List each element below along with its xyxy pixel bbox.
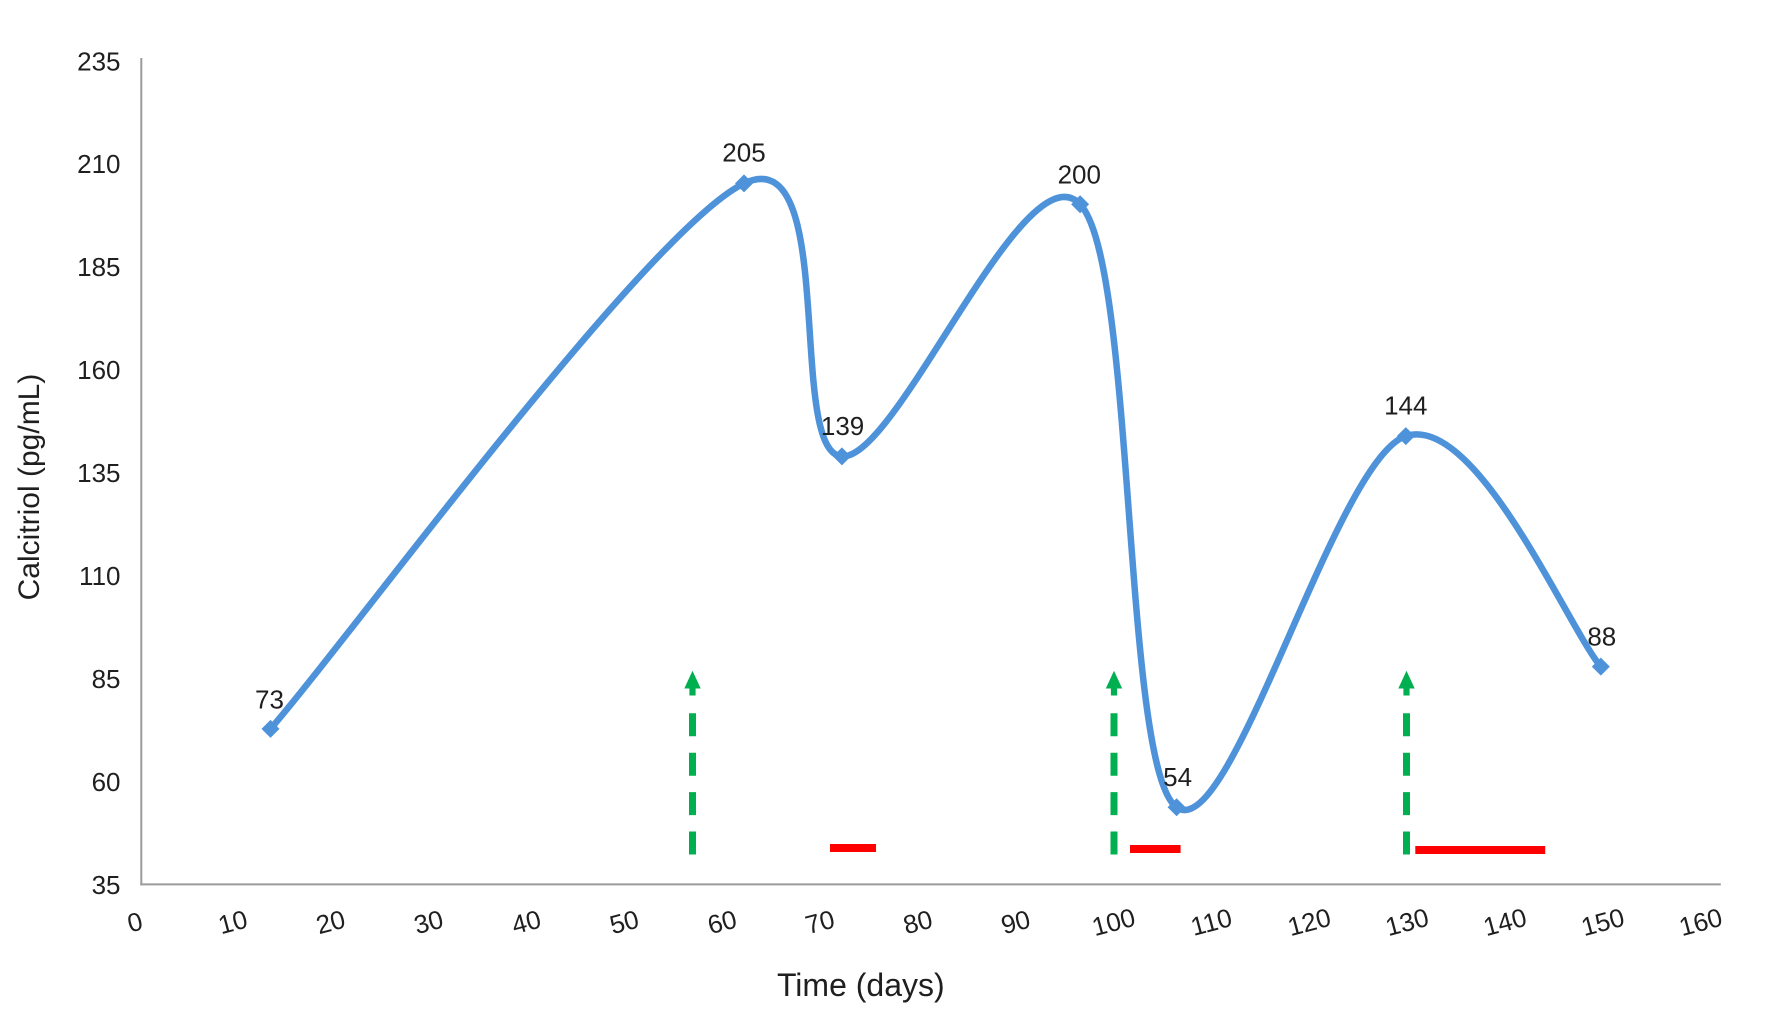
svg-text:88: 88 bbox=[1587, 621, 1616, 651]
svg-text:135: 135 bbox=[77, 458, 120, 488]
svg-text:185: 185 bbox=[77, 252, 120, 282]
svg-text:205: 205 bbox=[722, 137, 765, 167]
svg-text:235: 235 bbox=[77, 46, 120, 76]
svg-text:139: 139 bbox=[821, 411, 864, 441]
svg-text:Time (days): Time (days) bbox=[777, 967, 945, 1003]
svg-text:Calcitriol (pg/mL): Calcitriol (pg/mL) bbox=[13, 374, 46, 601]
svg-text:35: 35 bbox=[92, 870, 121, 900]
svg-text:60: 60 bbox=[92, 767, 121, 797]
svg-text:110: 110 bbox=[79, 561, 120, 591]
svg-text:85: 85 bbox=[92, 664, 121, 694]
svg-text:73: 73 bbox=[255, 685, 284, 715]
svg-text:200: 200 bbox=[1058, 159, 1101, 189]
svg-text:144: 144 bbox=[1384, 390, 1427, 420]
svg-text:160: 160 bbox=[77, 355, 120, 385]
svg-text:210: 210 bbox=[77, 149, 120, 179]
svg-text:54: 54 bbox=[1163, 762, 1192, 792]
